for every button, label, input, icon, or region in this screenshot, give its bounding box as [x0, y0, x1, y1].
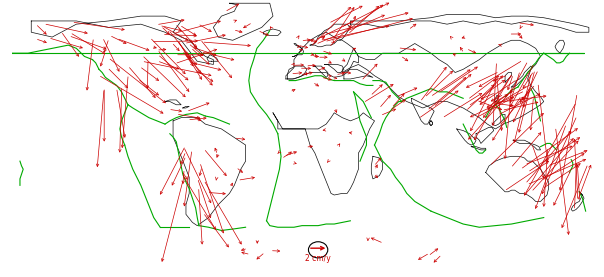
- Text: 2 cm/y: 2 cm/y: [305, 254, 331, 263]
